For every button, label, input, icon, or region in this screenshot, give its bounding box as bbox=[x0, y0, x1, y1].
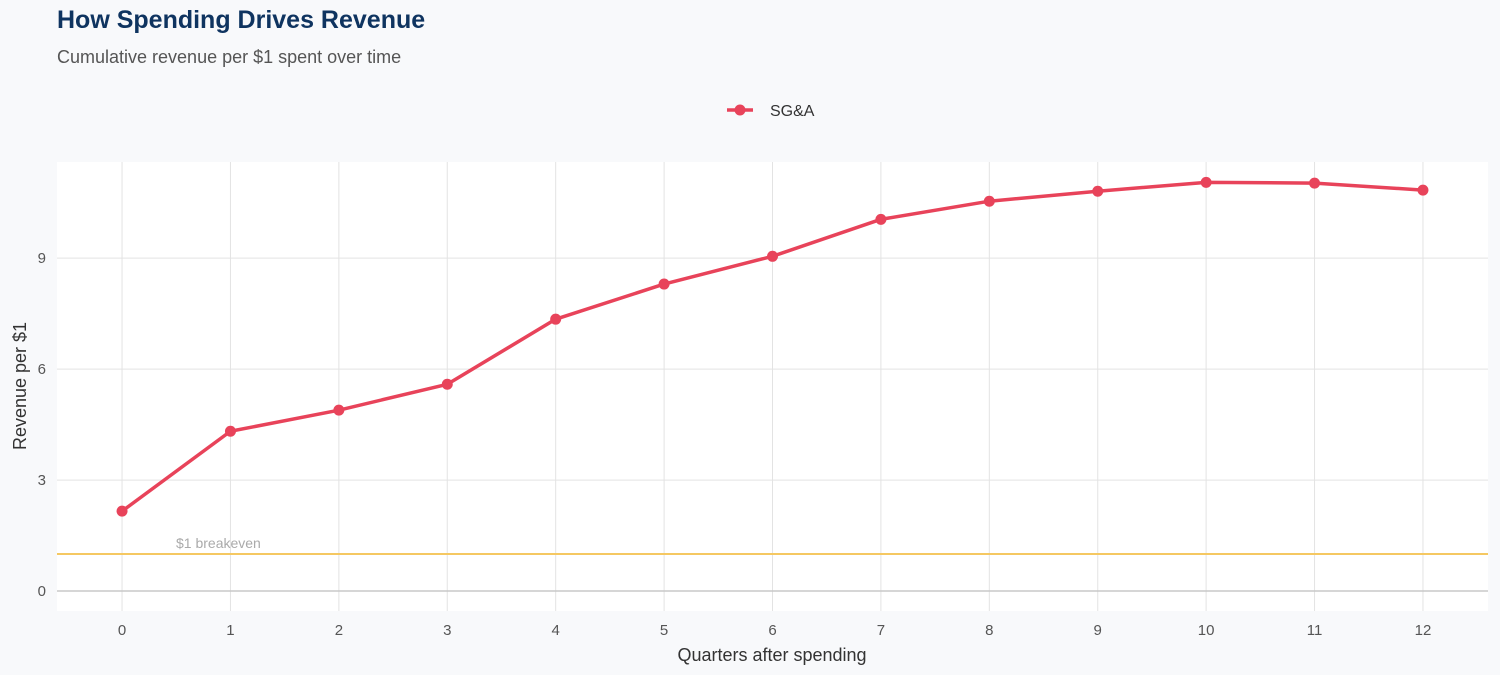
x-tick-label: 12 bbox=[1415, 622, 1432, 639]
data-point bbox=[1417, 184, 1429, 196]
data-point bbox=[1309, 177, 1321, 189]
x-tick-label: 7 bbox=[877, 622, 885, 639]
data-point bbox=[550, 313, 562, 325]
data-point bbox=[333, 404, 345, 416]
x-tick-label: 8 bbox=[985, 622, 993, 639]
y-tick-label: 3 bbox=[38, 472, 46, 489]
x-tick-label: 3 bbox=[443, 622, 451, 639]
y-tick-label: 6 bbox=[38, 361, 46, 378]
data-point bbox=[1200, 176, 1212, 188]
data-point bbox=[116, 505, 128, 517]
data-point bbox=[1092, 185, 1104, 197]
data-point bbox=[658, 278, 670, 290]
data-point bbox=[875, 213, 887, 225]
x-tick-label: 4 bbox=[552, 622, 560, 639]
data-point bbox=[441, 378, 453, 390]
data-point bbox=[983, 195, 995, 207]
x-tick-label: 10 bbox=[1198, 622, 1215, 639]
data-point bbox=[224, 425, 236, 437]
y-axis-label: Revenue per $1 bbox=[10, 322, 30, 450]
x-tick-label: 6 bbox=[768, 622, 776, 639]
x-tick-label: 2 bbox=[335, 622, 343, 639]
x-tick-label: 5 bbox=[660, 622, 668, 639]
y-tick-label: 0 bbox=[38, 583, 46, 600]
breakeven-label: $1 breakeven bbox=[176, 535, 261, 551]
legend-marker bbox=[734, 104, 746, 116]
x-tick-label: 0 bbox=[118, 622, 126, 639]
chart-subtitle: Cumulative revenue per $1 spent over tim… bbox=[57, 47, 402, 67]
data-point bbox=[767, 250, 778, 262]
x-tick-label: 9 bbox=[1094, 622, 1102, 639]
chart-title: How Spending Drives Revenue bbox=[57, 6, 426, 34]
y-tick-label: 9 bbox=[38, 250, 46, 267]
x-tick-label: 11 bbox=[1307, 622, 1323, 639]
legend-label: SG&A bbox=[770, 103, 815, 120]
x-axis-label: Quarters after spending bbox=[677, 645, 866, 665]
x-tick-label: 1 bbox=[226, 622, 234, 639]
